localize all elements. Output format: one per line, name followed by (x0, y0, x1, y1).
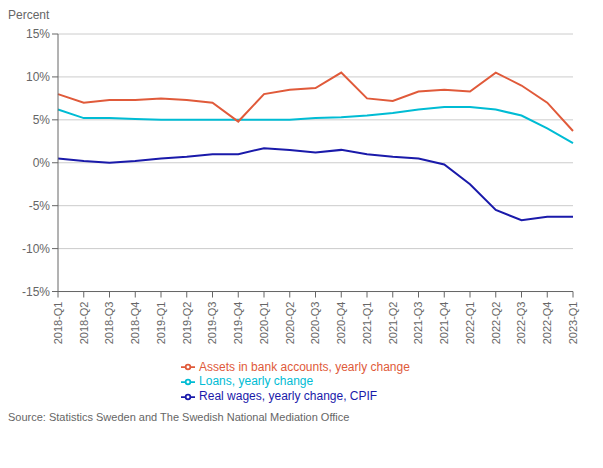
svg-text:10%: 10% (26, 70, 50, 84)
html-text:Source: Statistics Sweden and: Source: Statistics Sweden and The Swedis… (8, 411, 350, 423)
svg-text:2021-Q2: 2021-Q2 (387, 302, 399, 345)
svg-text:2018-Q4: 2018-Q4 (129, 302, 141, 345)
svg-text:2019-Q2: 2019-Q2 (181, 302, 193, 345)
html-text:Assets in bank accounts, yearl: Assets in bank accounts, yearly change (199, 359, 410, 374)
svg-text:15%: 15% (26, 27, 50, 41)
html-text:Percent: Percent (8, 8, 50, 22)
svg-text:2022-Q4: 2022-Q4 (541, 302, 553, 345)
svg-text:2020-Q1: 2020-Q1 (258, 302, 270, 345)
svg-text:2023-Q1: 2023-Q1 (567, 302, 579, 345)
svg-text:-5%: -5% (29, 199, 51, 213)
svg-text:2018-Q3: 2018-Q3 (103, 302, 115, 345)
svg-text:2022-Q2: 2022-Q2 (490, 302, 502, 345)
html-text:Loans, yearly change: Loans, yearly change (199, 374, 314, 389)
svg-text:2018-Q2: 2018-Q2 (78, 302, 90, 345)
svg-text:2019-Q1: 2019-Q1 (155, 302, 167, 345)
svg-text:2019-Q4: 2019-Q4 (232, 302, 244, 345)
svg-text:2020-Q4: 2020-Q4 (335, 302, 347, 345)
svg-text:5%: 5% (33, 113, 51, 127)
svg-text:2020-Q2: 2020-Q2 (284, 302, 296, 345)
svg-text:2022-Q3: 2022-Q3 (515, 302, 527, 345)
svg-text:2018-Q1: 2018-Q1 (52, 302, 64, 345)
svg-text:2022-Q1: 2022-Q1 (464, 302, 476, 345)
svg-text:-15%: -15% (22, 285, 50, 299)
svg-text:2020-Q3: 2020-Q3 (309, 302, 321, 345)
svg-text:0%: 0% (33, 156, 51, 170)
svg-text:-10%: -10% (22, 242, 50, 256)
svg-text:2021-Q4: 2021-Q4 (438, 302, 450, 345)
html-text:Real wages, yearly change, CPI: Real wages, yearly change, CPIF (199, 389, 378, 404)
svg-text:2021-Q1: 2021-Q1 (361, 302, 373, 345)
svg-text:2021-Q3: 2021-Q3 (412, 302, 424, 345)
svg-text:2019-Q3: 2019-Q3 (206, 302, 218, 345)
